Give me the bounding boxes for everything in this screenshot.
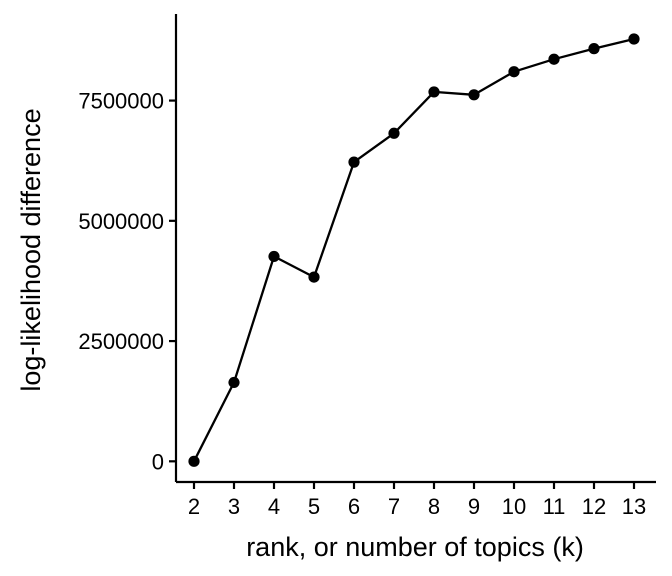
data-point [388,127,400,139]
y-tick-label: 0 [152,449,164,474]
x-tick-label: 7 [388,494,400,519]
y-tick-label: 7500000 [78,89,164,114]
data-point [428,86,440,98]
x-axis-title: rank, or number of topics (k) [246,532,584,562]
y-axis-title: log-likelihood difference [16,108,46,391]
series-line [192,37,635,462]
x-tick-label: 12 [582,494,606,519]
x-tick-label: 2 [188,494,200,519]
x-tick-label: 3 [228,494,240,519]
data-point [348,156,360,168]
x-tick-label: 5 [308,494,320,519]
x-tick-label: 13 [622,494,646,519]
data-point [468,89,480,101]
data-point [228,376,240,389]
y-tick-label: 2500000 [78,329,164,354]
data-point [308,271,320,283]
data-point [588,43,600,55]
x-tick-label: 8 [428,494,440,519]
data-point [628,33,640,45]
x-tick-label: 6 [348,494,360,519]
data-point [508,66,520,78]
data-point [268,250,280,263]
plot-area: 0 2500000 5000000 7500000 2 3 4 5 6 7 8 9 10 11 12 13 [78,14,656,519]
y-tick-label: 5000000 [78,209,164,234]
x-tick-label: 9 [468,494,480,519]
x-tick-label: 4 [268,494,280,519]
data-point [188,455,200,467]
x-tick-label: 10 [502,494,526,519]
x-tick-label: 11 [543,494,566,519]
data-point [548,53,560,65]
